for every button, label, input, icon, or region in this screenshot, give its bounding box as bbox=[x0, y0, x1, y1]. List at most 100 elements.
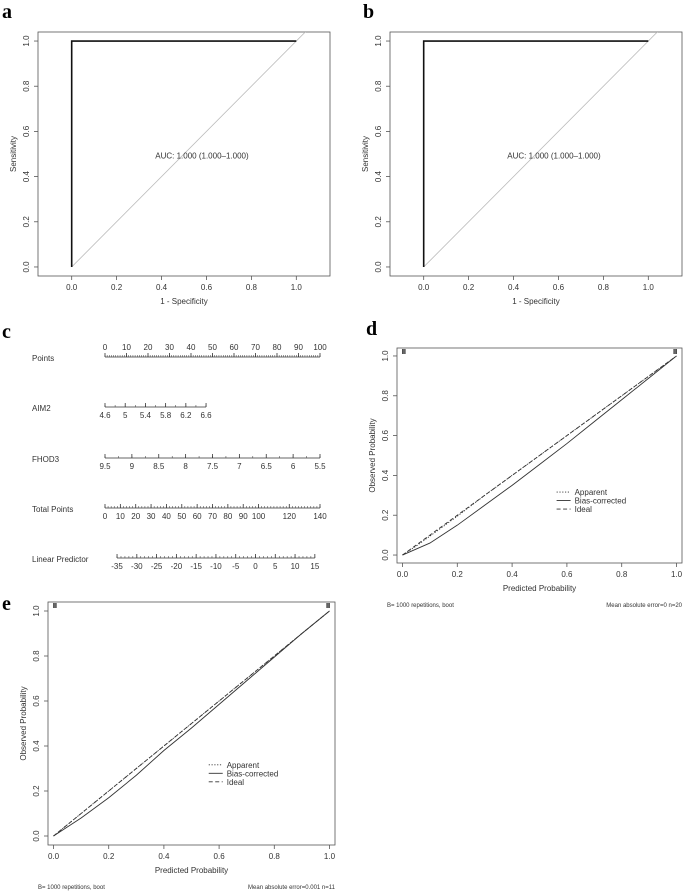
nomogram-tick-label: 8 bbox=[183, 462, 188, 471]
panel-letter: c bbox=[2, 321, 11, 343]
panel-a: a 0.0 0.2 0.4 0.6 0.8 1.0 0.0 0.2 0.4 0.6 0.8 1.0 1 -… bbox=[2, 1, 331, 306]
x-tick-label: 1.0 bbox=[671, 570, 683, 579]
panel-e: e 0.0 0.2 0.4 0.6 0.8 1.0 0.0 0.2 0.4 0.6 0.8 1.0 Pre… bbox=[2, 593, 336, 891]
y-tick-label: 1.0 bbox=[374, 35, 383, 47]
nomogram-tick-label: 10 bbox=[291, 562, 300, 571]
y-axis-label: Sensitivity bbox=[361, 136, 370, 172]
reference-diagonal bbox=[423, 32, 658, 268]
x-tick-label: 0.8 bbox=[246, 283, 258, 292]
nomogram-tick-label: 70 bbox=[251, 343, 260, 352]
y-tick-label: 0.0 bbox=[32, 830, 41, 842]
nomogram-tick-label: -35 bbox=[111, 562, 123, 571]
x-tick-label: 1.0 bbox=[643, 283, 655, 292]
nomogram-tick-label: 5.5 bbox=[314, 462, 326, 471]
y-axis-label: Observed Probability bbox=[368, 418, 377, 492]
y-tick-label: 0.0 bbox=[381, 549, 390, 561]
y-tick-label: 0.6 bbox=[374, 125, 383, 137]
plot-frame bbox=[389, 31, 683, 277]
nomogram-tick-label: -30 bbox=[131, 562, 143, 571]
y-tick-label: 0.4 bbox=[22, 170, 31, 182]
nomogram-tick-label: 120 bbox=[283, 512, 297, 521]
x-tick-label: 0.2 bbox=[452, 570, 464, 579]
nomogram-tick-label: 40 bbox=[162, 512, 171, 521]
x-axis-label: 1 - Specificity bbox=[160, 297, 208, 306]
nomogram-tick-label: -25 bbox=[151, 562, 163, 571]
nomogram-tick-label: 5 bbox=[273, 562, 278, 571]
x-tick-label: 0.4 bbox=[508, 283, 520, 292]
nomogram-tick-label: 4.6 bbox=[99, 411, 111, 420]
nomogram-tick-label: 9.5 bbox=[99, 462, 111, 471]
x-tick-label: 0.6 bbox=[214, 852, 226, 861]
y-tick-label: 0.4 bbox=[374, 170, 383, 182]
nomogram-row-label: Points bbox=[32, 354, 54, 363]
nomogram-tick-label: 70 bbox=[208, 512, 217, 521]
nomogram-tick-label: 7 bbox=[237, 462, 242, 471]
plot-frame bbox=[396, 347, 683, 564]
footer-left: B= 1000 repetitions, boot bbox=[38, 885, 105, 891]
nomogram-tick-label: 20 bbox=[131, 512, 140, 521]
series-bias-corrected bbox=[402, 355, 677, 556]
nomogram-tick-label: 0 bbox=[103, 343, 108, 352]
x-tick-label: 0.0 bbox=[418, 283, 430, 292]
x-tick-label: 1.0 bbox=[291, 283, 303, 292]
nomogram-tick-label: 30 bbox=[147, 512, 156, 521]
x-tick-label: 0.4 bbox=[156, 283, 168, 292]
nomogram-tick-label: 100 bbox=[252, 512, 266, 521]
nomogram-tick-label: 15 bbox=[310, 562, 319, 571]
nomogram-tick-label: 0 bbox=[103, 512, 108, 521]
nomogram-tick-label: 6.6 bbox=[200, 411, 212, 420]
y-tick-label: 0.2 bbox=[374, 216, 383, 228]
y-tick-label: 0.6 bbox=[22, 125, 31, 137]
y-tick-label: 1.0 bbox=[32, 605, 41, 617]
x-tick-label: 0.2 bbox=[103, 852, 115, 861]
nomogram-tick-label: 100 bbox=[313, 343, 327, 352]
y-tick-label: 0.0 bbox=[374, 261, 383, 273]
nomogram-row-label: Linear Predictor bbox=[32, 555, 89, 564]
nomogram-tick-label: -20 bbox=[171, 562, 183, 571]
nomogram-tick-label: 5.4 bbox=[140, 411, 152, 420]
x-tick-label: 0.8 bbox=[269, 852, 281, 861]
nomogram-tick-label: 20 bbox=[144, 343, 153, 352]
nomogram-row-label: AIM2 bbox=[32, 404, 51, 413]
y-tick-label: 0.8 bbox=[381, 390, 390, 402]
plot-area bbox=[70, 32, 306, 268]
panel-b: b 0.0 0.2 0.4 0.6 0.8 1.0 0.0 0.2 0.4 0.6 0.8 1.0 1 -… bbox=[361, 1, 683, 306]
x-tick-label: 0.4 bbox=[507, 570, 519, 579]
nomogram-tick-label: 7.5 bbox=[207, 462, 219, 471]
y-tick-label: 1.0 bbox=[381, 350, 390, 362]
nomogram-tick-label: 6 bbox=[291, 462, 296, 471]
nomogram-tick-label: 60 bbox=[193, 512, 202, 521]
x-tick-label: 0.0 bbox=[397, 570, 409, 579]
plot-frame bbox=[37, 31, 331, 277]
series-ideal bbox=[53, 610, 330, 837]
nomogram-row-label: Total Points bbox=[32, 505, 73, 514]
x-tick-label: 0.2 bbox=[111, 283, 123, 292]
plot-area bbox=[402, 355, 677, 556]
nomogram-tick-label: -15 bbox=[190, 562, 202, 571]
y-tick-label: 0.8 bbox=[22, 80, 31, 92]
y-tick-label: 0.2 bbox=[32, 785, 41, 797]
nomogram-row-label: FHOD3 bbox=[32, 455, 60, 464]
nomogram-tick-label: 5 bbox=[123, 411, 128, 420]
nomogram-tick-label: 80 bbox=[223, 512, 232, 521]
x-tick-label: 0.8 bbox=[598, 283, 610, 292]
y-tick-label: 1.0 bbox=[22, 35, 31, 47]
panel-letter: d bbox=[366, 318, 377, 340]
nomogram-tick-label: 10 bbox=[122, 343, 131, 352]
nomogram-tick-label: 8.5 bbox=[153, 462, 165, 471]
x-tick-label: 0.0 bbox=[48, 852, 60, 861]
panel-letter: b bbox=[363, 1, 374, 23]
y-tick-label: 0.6 bbox=[32, 695, 41, 707]
x-tick-label: 0.2 bbox=[463, 283, 475, 292]
x-tick-label: 1.0 bbox=[324, 852, 336, 861]
x-axis-label: Predicted Probability bbox=[503, 584, 576, 593]
y-tick-label: 0.4 bbox=[32, 740, 41, 752]
panel-d: d 0.0 0.2 0.4 0.6 0.8 1.0 0.0 0.2 0.4 0.6 0.8 1.0 Pre… bbox=[366, 318, 683, 609]
panel-letter: e bbox=[2, 593, 11, 615]
reference-diagonal bbox=[71, 32, 306, 268]
roc-curve bbox=[422, 40, 649, 267]
nomogram-tick-label: 0 bbox=[253, 562, 258, 571]
y-tick-label: 0.2 bbox=[381, 509, 390, 521]
x-tick-label: 0.0 bbox=[66, 283, 78, 292]
